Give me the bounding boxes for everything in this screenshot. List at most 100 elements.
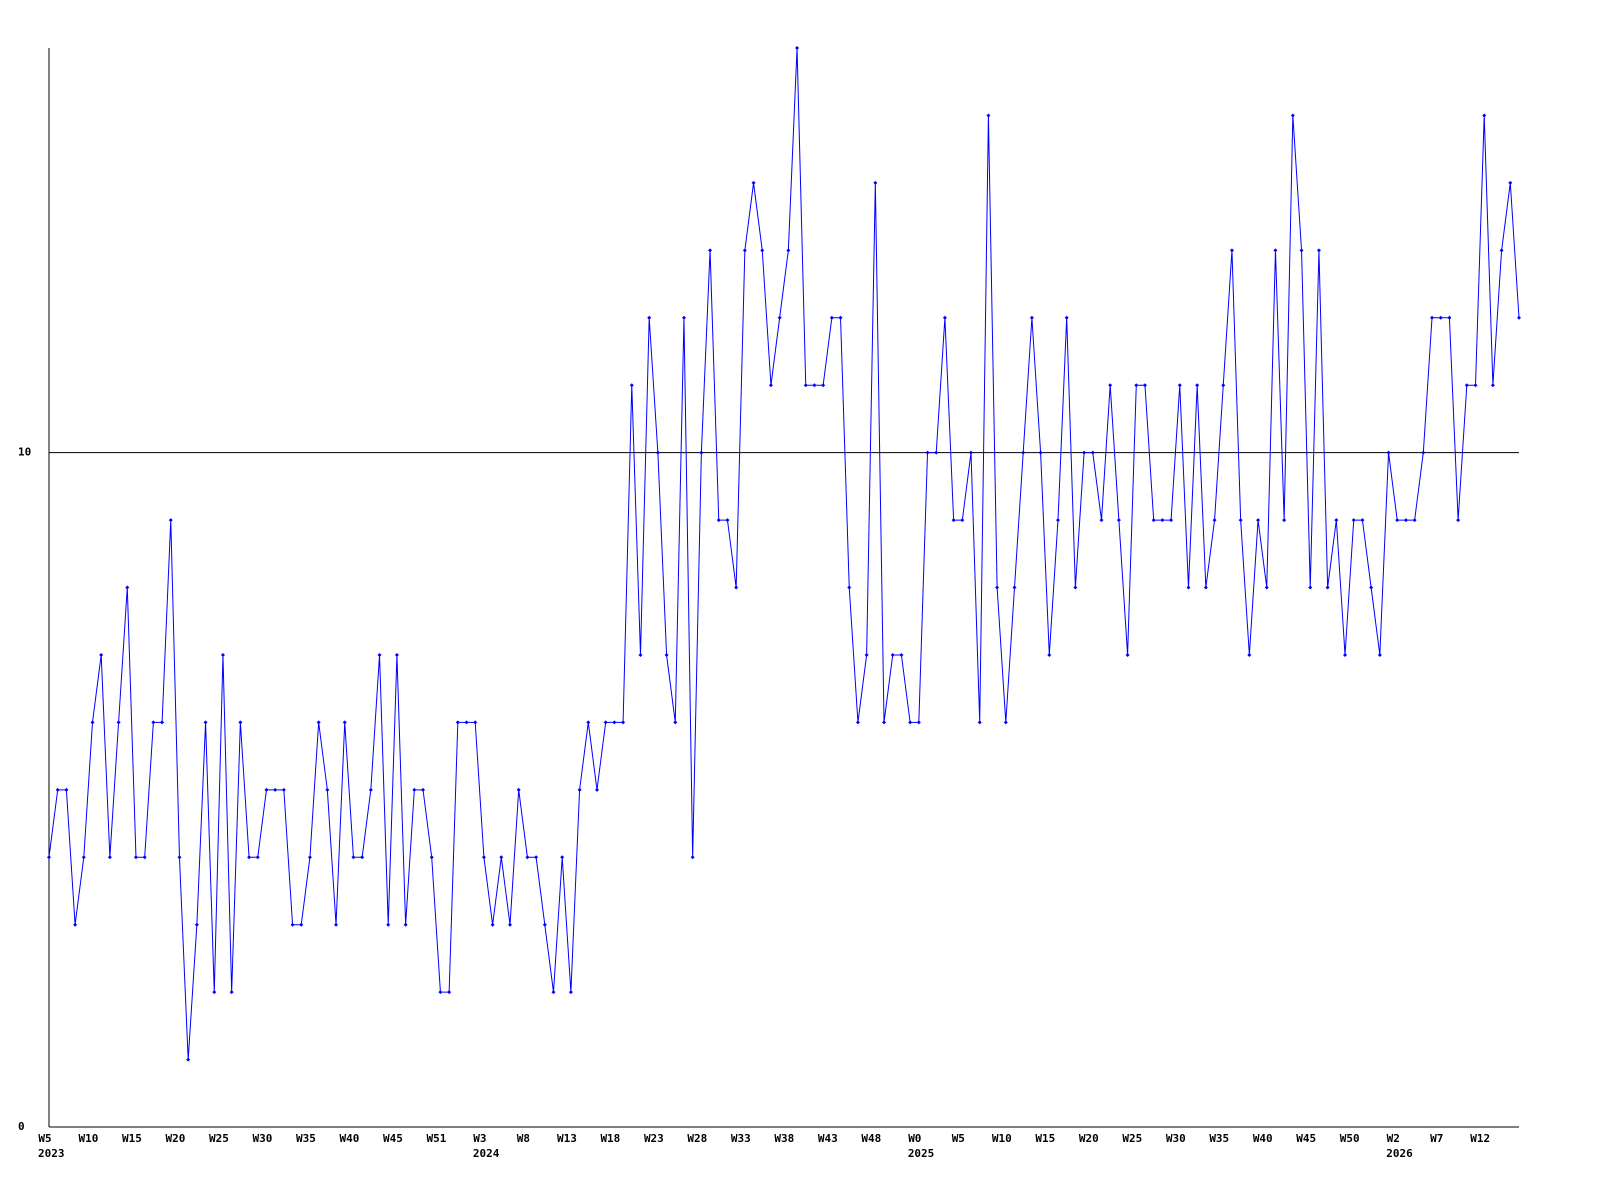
data-point [99,652,104,657]
data-point [1186,585,1191,590]
data-point [177,855,182,860]
data-point [1351,518,1356,523]
x-year-label: 2024 [473,1147,500,1160]
x-year-label: 2023 [38,1147,65,1160]
data-point [1151,518,1156,523]
data-point [1099,518,1104,523]
data-point [1473,383,1478,388]
data-point [1256,518,1261,523]
data-point [1108,383,1113,388]
data-point [629,383,634,388]
x-tick-label: W40 [340,1132,360,1145]
data-point [855,720,860,725]
data-point [1142,383,1147,388]
data-point [1325,585,1330,590]
data-point [55,787,60,792]
data-point [394,652,399,657]
data-point [490,922,495,927]
data-point [1055,518,1060,523]
data-point [560,855,565,860]
data-point [203,720,208,725]
data-point [1377,652,1382,657]
data-point [1316,248,1321,253]
data-point [1090,450,1095,455]
data-point [1064,315,1069,320]
data-point [142,855,147,860]
data-point [603,720,608,725]
x-tick-label: W40 [1253,1132,1273,1145]
x-tick-label: W12 [1470,1132,1490,1145]
x-tick-label: W25 [1122,1132,1142,1145]
data-point [238,720,243,725]
data-point [325,787,330,792]
data-point [508,922,513,927]
data-point [751,180,756,185]
data-point [447,990,452,995]
data-point [1238,518,1243,523]
data-point [342,720,347,725]
data-point [64,787,69,792]
data-point [1456,518,1461,523]
data-point [777,315,782,320]
data-point [316,720,321,725]
data-point [1430,315,1435,320]
data-point [499,855,504,860]
data-point [986,113,991,118]
data-point [133,855,138,860]
data-point [708,248,713,253]
data-point [1369,585,1374,590]
data-point [1038,450,1043,455]
data-point [908,720,913,725]
data-point [1203,585,1208,590]
data-point [351,855,356,860]
data-point [916,720,921,725]
data-point [690,855,695,860]
data-point [838,315,843,320]
data-point [334,922,339,927]
x-tick-label: W5 [952,1132,965,1145]
x-tick-label: W20 [1079,1132,1099,1145]
data-point [647,315,652,320]
data-point [725,518,730,523]
x-tick-label: W2 [1387,1132,1400,1145]
data-point [995,585,1000,590]
data-point [577,787,582,792]
data-point [899,652,904,657]
data-point [1438,315,1443,320]
data-point [1482,113,1487,118]
data-point [1395,518,1400,523]
data-point [73,922,78,927]
data-point [664,652,669,657]
data-point [186,1057,191,1062]
data-point [1334,518,1339,523]
data-point [516,787,521,792]
data-point [1195,383,1200,388]
data-point [412,787,417,792]
data-point [1403,518,1408,523]
data-point [969,450,974,455]
data-point [873,180,878,185]
data-point [1386,450,1391,455]
data-point [821,383,826,388]
data-point [455,720,460,725]
data-point [307,855,312,860]
data-point [107,855,112,860]
x-tick-label: W25 [209,1132,229,1145]
data-point [586,720,591,725]
data-point [255,855,260,860]
data-point [360,855,365,860]
data-point [525,855,530,860]
x-tick-label: W45 [383,1132,403,1145]
data-point [621,720,626,725]
data-point [864,652,869,657]
data-point [1360,518,1365,523]
data-point [716,518,721,523]
x-tick-label: W0 [908,1132,921,1145]
data-point [699,450,704,455]
data-point [194,922,199,927]
data-point [464,720,469,725]
data-point [942,315,947,320]
data-point [81,855,86,860]
